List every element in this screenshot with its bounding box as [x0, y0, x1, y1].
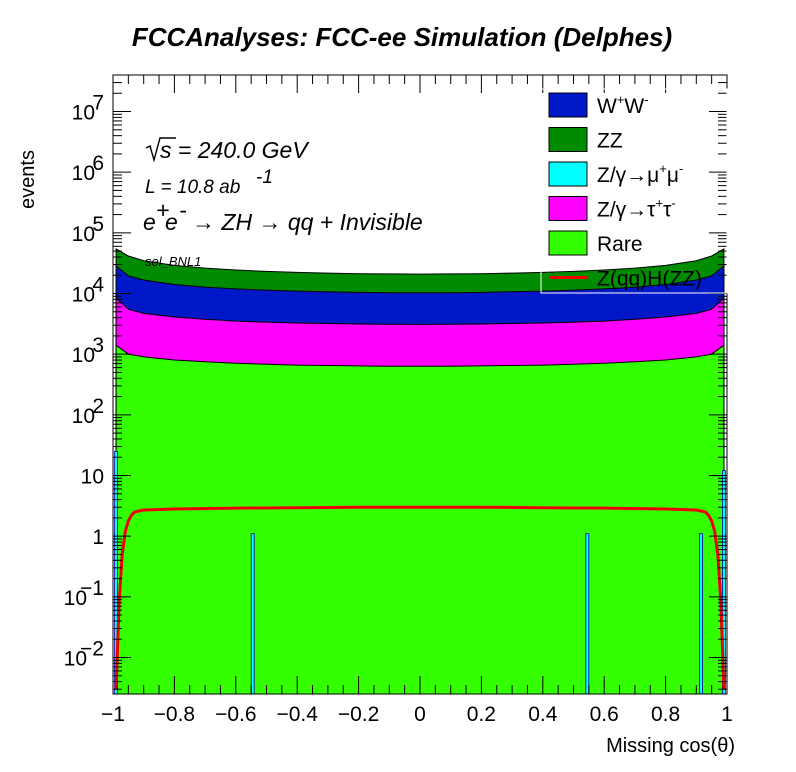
spike-bar: [585, 533, 590, 694]
svg-text:s = 240.0 GeV: s = 240.0 GeV: [160, 137, 310, 163]
selection-label: sel_BNL1: [145, 254, 201, 269]
y-tick-label: 610: [72, 152, 104, 185]
legend-swatch: [548, 161, 588, 187]
x-tick-label: −0.8: [154, 703, 195, 726]
svg-text:10: 10: [72, 284, 95, 307]
svg-text:−1: −1: [80, 577, 104, 600]
chart-title: FCCAnalyses: FCC-ee Simulation (Delphes): [132, 22, 672, 52]
y-tick-label: 1: [92, 526, 104, 549]
x-tick-label: 0.6: [590, 703, 619, 726]
svg-text:Z/γ→τ+τ-: Z/γ→τ+τ-: [597, 196, 676, 222]
svg-text:2: 2: [92, 395, 104, 418]
svg-text:Z(qq)H(ZZ): Z(qq)H(ZZ): [597, 268, 702, 291]
svg-text:7: 7: [92, 92, 104, 115]
svg-text:5: 5: [92, 213, 104, 236]
svg-text:10: 10: [72, 223, 95, 246]
svg-text:L = 10.8 ab: L = 10.8 ab: [145, 177, 240, 198]
y-tick-label: 410: [72, 274, 105, 307]
legend-entry: W+W-: [548, 92, 649, 118]
x-tick-label: 0.4: [528, 703, 558, 726]
x-tick-label: −0.2: [338, 703, 379, 726]
legend-swatch: [548, 196, 588, 221]
spike-bar: [250, 533, 255, 694]
legend-entry: Rare: [548, 230, 643, 256]
legend-swatch: [548, 127, 588, 152]
svg-text:3: 3: [92, 334, 104, 357]
spike-bar: [114, 450, 118, 694]
svg-text:-1: -1: [256, 167, 273, 188]
svg-text:-: -: [179, 197, 187, 223]
x-tick-label: 1: [721, 703, 733, 726]
y-axis-label: events: [17, 150, 39, 209]
signal-line: [114, 505, 726, 690]
svg-text:10: 10: [72, 162, 95, 185]
svg-text:10: 10: [72, 102, 95, 125]
y-tick-label: 310: [72, 334, 104, 367]
annotation-lumi: L = 10.8 ab -1: [145, 167, 273, 198]
svg-text:+: +: [156, 197, 169, 223]
svg-text:10: 10: [81, 465, 104, 488]
x-axis-label: Missing cos(θ): [606, 735, 735, 757]
svg-text:ZZ: ZZ: [597, 130, 623, 153]
legend-entry: Z/γ→μ+μ-: [548, 161, 683, 187]
legend-swatch: [548, 230, 588, 256]
svg-text:Rare: Rare: [597, 233, 643, 256]
svg-text:→ ZH → qq + Invisible: → ZH → qq + Invisible: [192, 209, 423, 235]
legend-swatch: [548, 92, 588, 118]
svg-text:−2: −2: [80, 637, 104, 660]
svg-text:10: 10: [64, 647, 87, 670]
svg-text:e: e: [143, 209, 156, 235]
svg-text:10: 10: [72, 344, 95, 367]
svg-text:W+W-: W+W-: [597, 92, 649, 118]
x-tick-label: 0.2: [467, 703, 496, 726]
x-tick-label: −0.4: [276, 703, 318, 726]
x-tick-label: −1: [101, 703, 125, 726]
svg-text:10: 10: [72, 405, 95, 428]
legend-entry: Z(qq)H(ZZ): [549, 268, 702, 291]
y-tick-label: 510: [72, 213, 104, 246]
stack-area-0: [115, 344, 725, 694]
svg-text:6: 6: [92, 152, 104, 175]
y-tick-label: 710: [72, 92, 104, 125]
spike-bar: [699, 533, 703, 694]
x-tick-label: 0: [414, 703, 426, 726]
y-tick-label: 210: [72, 395, 104, 428]
y-tick-label: −210: [64, 637, 104, 670]
svg-text:4: 4: [92, 274, 104, 297]
svg-text:Z/γ→μ+μ-: Z/γ→μ+μ-: [597, 161, 683, 187]
svg-text:1: 1: [92, 526, 104, 549]
legend-entry: Z/γ→τ+τ-: [548, 196, 676, 222]
svg-text:10: 10: [64, 587, 87, 610]
y-tick-label: −110: [64, 577, 104, 610]
svg-text:e: e: [165, 209, 178, 235]
spike-bar: [722, 470, 726, 694]
annotation-process: e + e - → ZH → qq + Invisible: [143, 197, 423, 235]
legend: W+W- ZZ Z/γ→μ+μ- Z/γ→τ+τ- Rare Z(qq)H(ZZ): [540, 88, 728, 294]
x-tick-label: −0.6: [215, 703, 256, 726]
annotation-sqrt-s: s = 240.0 GeV: [145, 137, 310, 163]
legend-entry: ZZ: [548, 127, 623, 153]
y-tick-label: 10: [81, 465, 104, 488]
x-tick-label: 0.8: [651, 703, 680, 726]
